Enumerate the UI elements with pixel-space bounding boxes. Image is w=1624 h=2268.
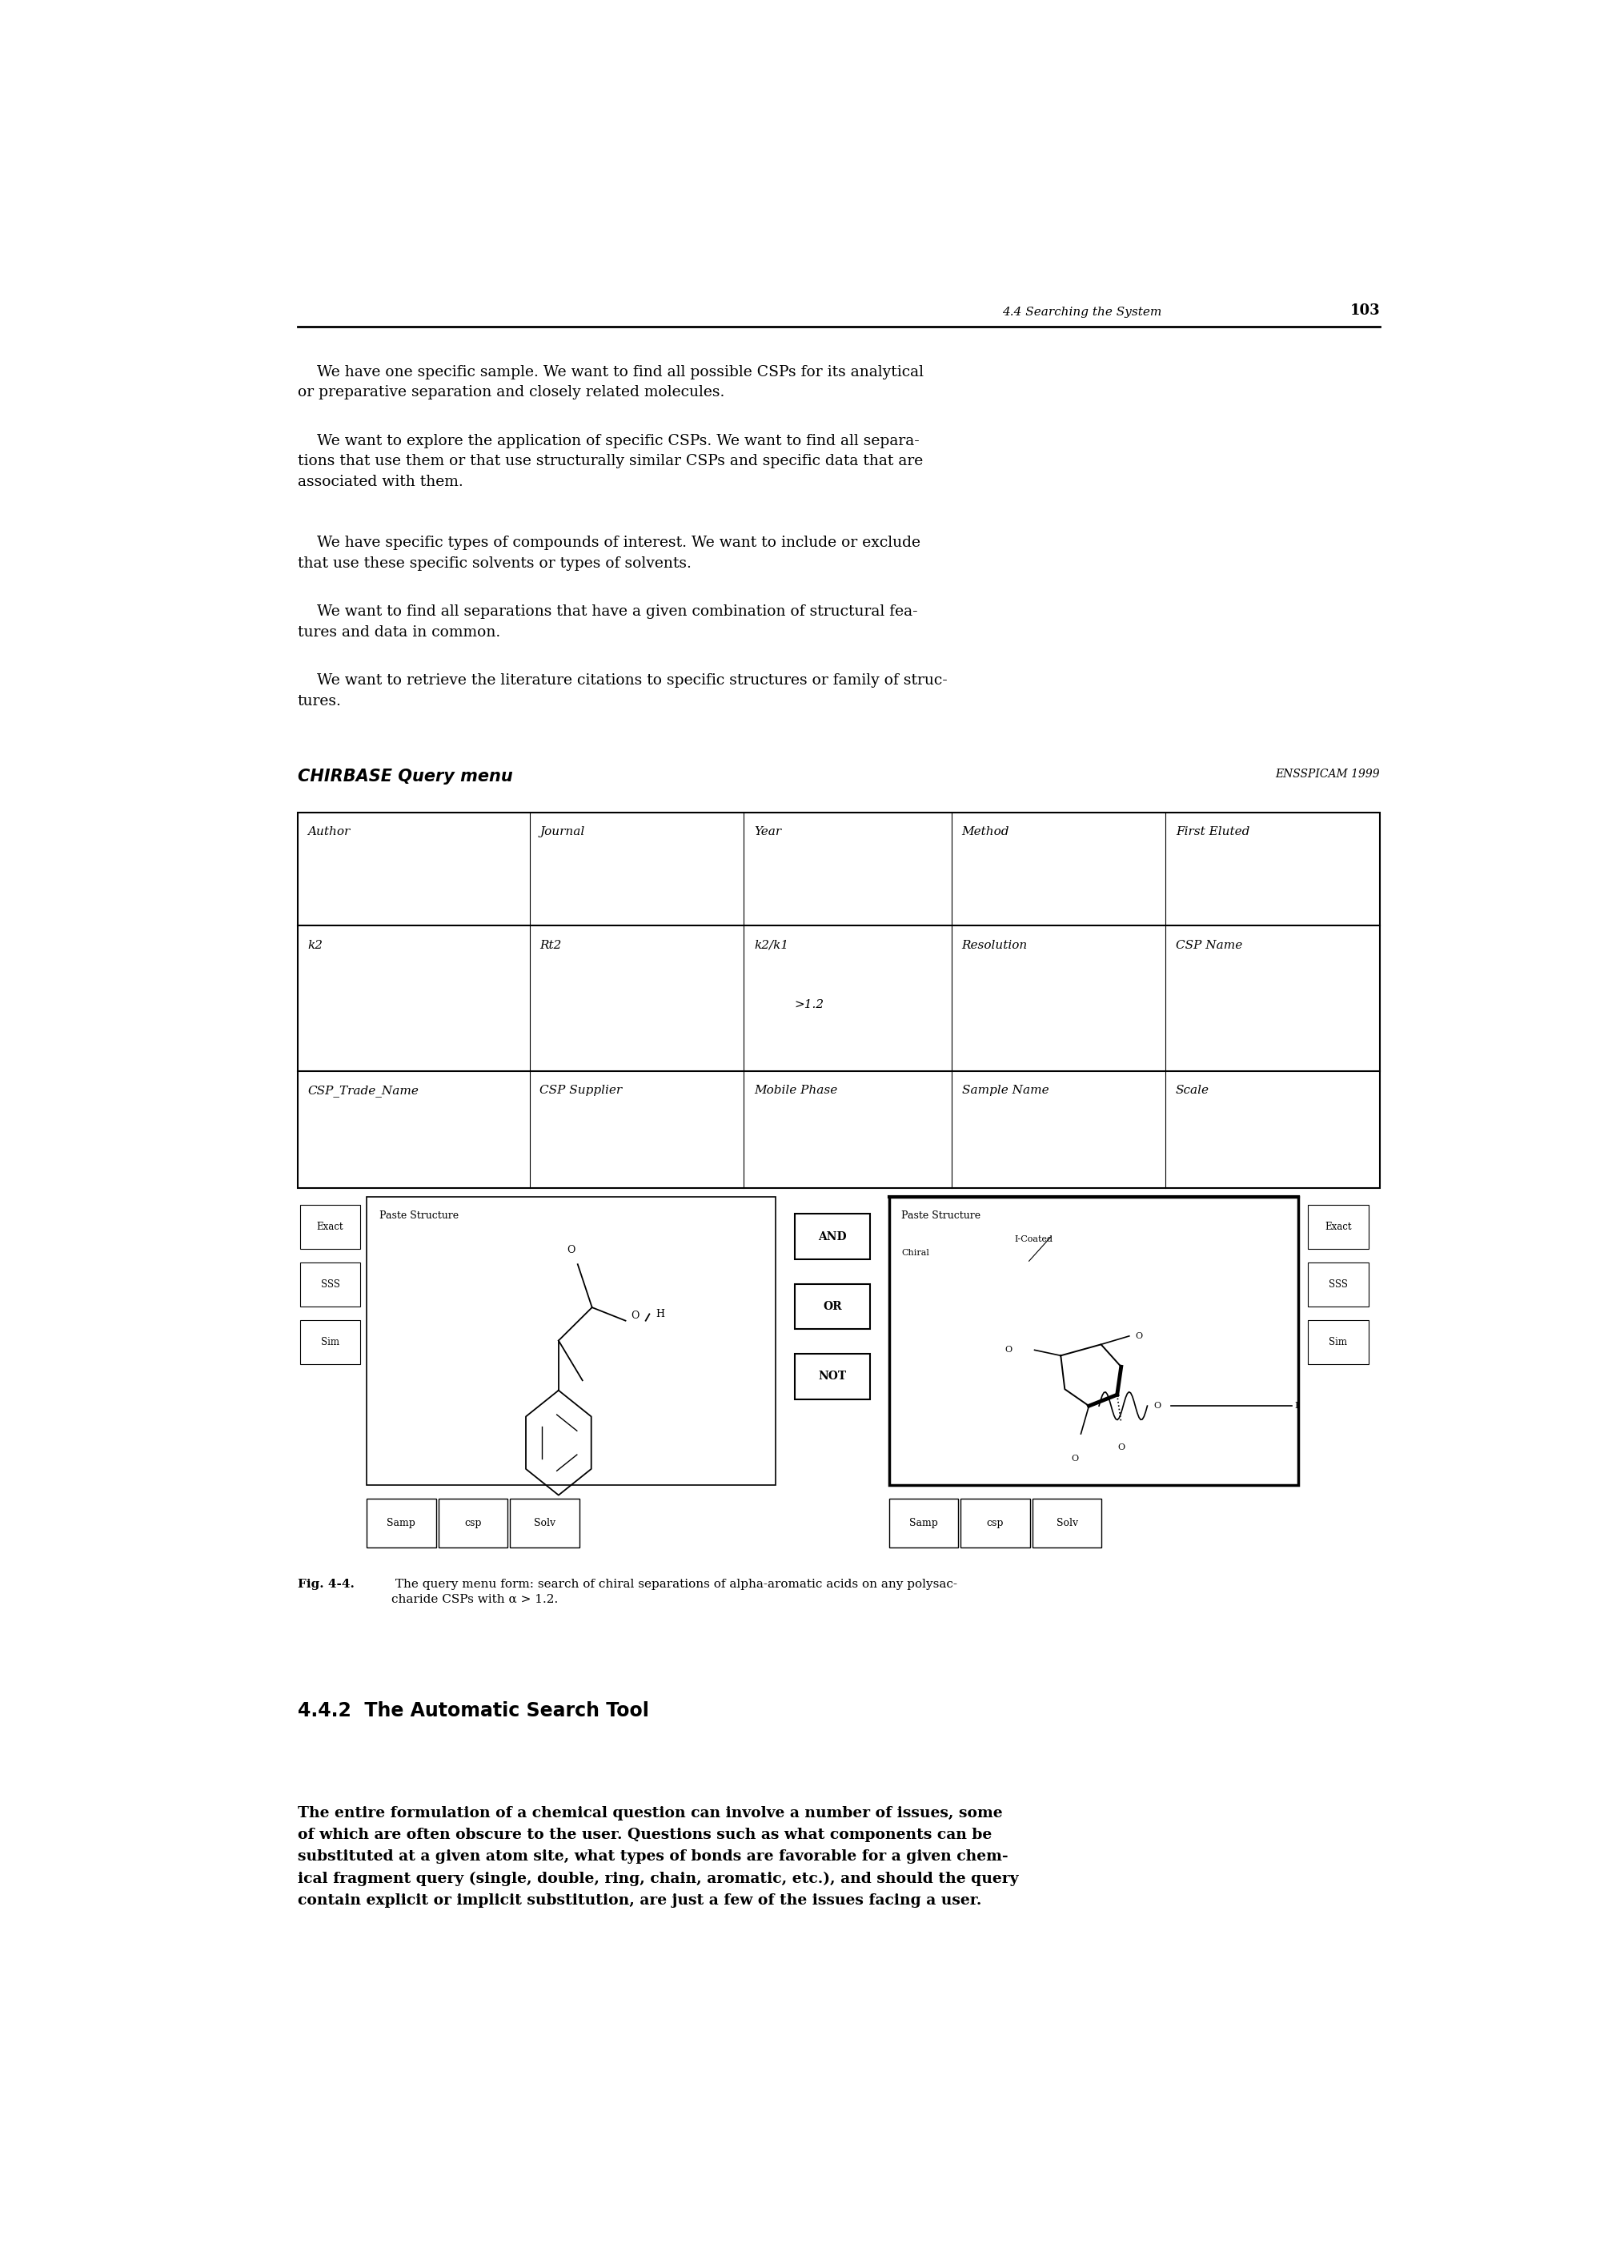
- Text: CSP Supplier: CSP Supplier: [539, 1084, 622, 1095]
- Text: Scale: Scale: [1176, 1084, 1210, 1095]
- Bar: [438, 1499, 508, 1547]
- Bar: [1033, 1499, 1101, 1547]
- Bar: [367, 1198, 776, 1486]
- Bar: [794, 1213, 870, 1259]
- Text: We have one specific sample. We want to find all possible CSPs for its analytica: We have one specific sample. We want to …: [297, 365, 924, 399]
- Text: We want to retrieve the literature citations to specific structures or family of: We want to retrieve the literature citat…: [297, 674, 947, 708]
- Text: Sample Name: Sample Name: [961, 1084, 1049, 1095]
- Text: Journal: Journal: [539, 826, 585, 837]
- Bar: [794, 1354, 870, 1399]
- Text: >1.2: >1.2: [794, 1000, 823, 1009]
- Text: Author: Author: [307, 826, 351, 837]
- Text: O: O: [1005, 1345, 1012, 1354]
- Text: Solv: Solv: [534, 1517, 555, 1529]
- Text: Year: Year: [754, 826, 781, 837]
- Text: CSP_Trade_Name: CSP_Trade_Name: [307, 1084, 419, 1098]
- Text: Method: Method: [961, 826, 1010, 837]
- Text: 103: 103: [1350, 304, 1380, 318]
- Bar: [1307, 1320, 1369, 1363]
- Text: H: H: [656, 1309, 664, 1320]
- Bar: [300, 1320, 361, 1363]
- Text: We want to find all separations that have a given combination of structural fea-: We want to find all separations that hav…: [297, 606, 918, 640]
- Bar: [888, 1198, 1298, 1486]
- Text: The query menu form: search of chiral separations of alpha-aromatic acids on any: The query menu form: search of chiral se…: [391, 1579, 958, 1606]
- Bar: [1307, 1263, 1369, 1306]
- Text: k2: k2: [307, 939, 323, 950]
- Text: Exact: Exact: [1325, 1222, 1351, 1232]
- Text: Sim: Sim: [322, 1338, 339, 1347]
- Text: O: O: [630, 1311, 638, 1320]
- Bar: [794, 1284, 870, 1329]
- Text: k2/k1: k2/k1: [754, 939, 788, 950]
- Text: OR: OR: [823, 1302, 841, 1313]
- Text: NOT: NOT: [818, 1370, 846, 1381]
- Text: Chiral: Chiral: [901, 1250, 929, 1256]
- Bar: [510, 1499, 580, 1547]
- Bar: [300, 1204, 361, 1250]
- Text: ENSSPICAM 1999: ENSSPICAM 1999: [1275, 769, 1380, 780]
- Bar: [1307, 1204, 1369, 1250]
- Text: CSP Name: CSP Name: [1176, 939, 1242, 950]
- Text: I-Coated: I-Coated: [1015, 1236, 1054, 1243]
- Text: O: O: [567, 1245, 575, 1256]
- Bar: [367, 1499, 435, 1547]
- Bar: [300, 1263, 361, 1306]
- Text: We want to explore the application of specific CSPs. We want to find all separa-: We want to explore the application of sp…: [297, 433, 922, 490]
- Text: SSS: SSS: [1328, 1279, 1348, 1290]
- Text: Sim: Sim: [1328, 1338, 1348, 1347]
- Text: Paste Structure: Paste Structure: [380, 1211, 458, 1220]
- Text: O: O: [1117, 1445, 1125, 1452]
- Text: Samp: Samp: [909, 1517, 939, 1529]
- Text: CHIRBASE Query menu: CHIRBASE Query menu: [297, 769, 513, 785]
- Text: SSS: SSS: [320, 1279, 339, 1290]
- Text: AND: AND: [818, 1232, 846, 1243]
- Text: O: O: [1153, 1402, 1161, 1411]
- Text: Samp: Samp: [387, 1517, 416, 1529]
- Text: We have specific types of compounds of interest. We want to include or exclude
t: We have specific types of compounds of i…: [297, 535, 921, 572]
- Text: O: O: [1070, 1454, 1078, 1463]
- Text: Solv: Solv: [1056, 1517, 1078, 1529]
- Text: Fig. 4-4.: Fig. 4-4.: [297, 1579, 354, 1590]
- Text: Resolution: Resolution: [961, 939, 1028, 950]
- Text: Exact: Exact: [317, 1222, 344, 1232]
- Text: csp: csp: [987, 1517, 1004, 1529]
- Text: Mobile Phase: Mobile Phase: [754, 1084, 838, 1095]
- Bar: [961, 1499, 1030, 1547]
- Text: Paste Structure: Paste Structure: [901, 1211, 981, 1220]
- Text: I: I: [1294, 1402, 1298, 1411]
- Bar: [888, 1499, 958, 1547]
- Text: csp: csp: [464, 1517, 482, 1529]
- Text: The entire formulation of a chemical question can involve a number of issues, so: The entire formulation of a chemical que…: [297, 1805, 1018, 1907]
- Bar: [888, 1198, 1298, 1486]
- Text: O: O: [1135, 1331, 1143, 1340]
- Text: 4.4.2  The Automatic Search Tool: 4.4.2 The Automatic Search Tool: [297, 1701, 648, 1721]
- Text: 4.4 Searching the System: 4.4 Searching the System: [1002, 306, 1161, 318]
- Text: Rt2: Rt2: [539, 939, 562, 950]
- Text: First Eluted: First Eluted: [1176, 826, 1250, 837]
- Bar: [297, 812, 1380, 1188]
